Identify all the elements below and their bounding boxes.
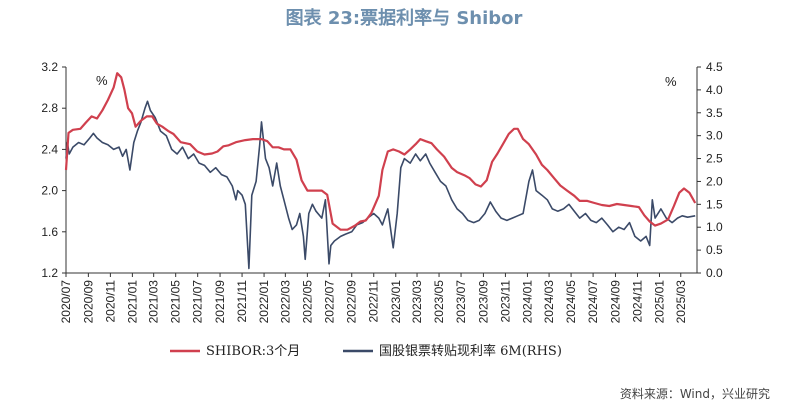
left-tick-label: 1.2: [41, 266, 58, 280]
x-tick-label: 2024/07: [586, 280, 600, 324]
legend-label: 国股银票转贴现利率 6M(RHS): [379, 343, 562, 359]
x-tick-label: 2022/05: [300, 280, 314, 324]
right-tick-label: 2.0: [706, 174, 723, 188]
left-tick-label: 2.8: [41, 101, 58, 115]
right-tick-label: 2.5: [706, 152, 723, 166]
x-tick-label: 2021/11: [235, 280, 249, 323]
right-tick-label: 4.5: [706, 60, 723, 74]
x-tick-label: 2020/07: [59, 280, 73, 324]
x-tick-label: 2022/09: [345, 280, 359, 324]
right-tick-label: 3.5: [706, 106, 723, 120]
left-tick-label: 2.4: [41, 142, 58, 156]
x-tick-label: 2022/03: [278, 280, 292, 324]
x-tick-label: 2022/07: [322, 280, 336, 324]
series-shibor-line: [64, 72, 697, 231]
right-tick-label: 0.0: [706, 266, 723, 280]
x-tick-label: 2021/05: [169, 280, 183, 324]
right-unit-label: %: [665, 74, 677, 89]
x-tick-label: 2024/01: [520, 280, 534, 324]
x-tick-label: 2024/09: [608, 280, 622, 324]
left-tick-label: 1.6: [41, 225, 58, 239]
x-tick-label: 2025/01: [652, 280, 666, 324]
left-tick-label: 2.0: [41, 184, 58, 198]
x-tick-label: 2024/03: [542, 280, 556, 324]
x-tick-label: 2022/01: [257, 280, 271, 324]
x-tick-label: 2023/05: [432, 280, 446, 324]
chart-title: 图表 23:票据利率与 Shibor: [285, 8, 523, 29]
axes-layer: 1.2 1.6 2.0 2.4 2.8 3.2 0.0 0.5 1.0 1.5 2.0 2.5 3.0 3…: [41, 60, 723, 323]
legend: SHIBOR:3个月 国股银票转贴现利率 6M(RHS): [170, 343, 562, 359]
right-tick-label: 3.0: [706, 129, 723, 143]
source-note: 资料来源：Wind，兴业研究: [619, 387, 770, 401]
x-tick-label: 2023/01: [389, 280, 403, 324]
x-tick-label: 2024/05: [564, 280, 578, 324]
x-tick-label: 2020/09: [81, 280, 95, 324]
right-tick-label: 1.5: [706, 197, 723, 211]
right-tick-label: 1.0: [706, 220, 723, 234]
x-tick-label: 2024/11: [630, 280, 644, 323]
left-unit-label: %: [96, 73, 108, 88]
x-tick-label: 2021/03: [147, 280, 161, 324]
right-tick-label: 0.5: [706, 243, 723, 257]
x-tick-label: 2023/09: [476, 280, 490, 324]
x-tick-label: 2023/03: [410, 280, 424, 324]
x-tick-label: 2023/11: [498, 280, 512, 323]
x-tick-label: 2020/11: [103, 280, 117, 323]
series-layer: [64, 72, 697, 270]
x-tick-label: 2021/01: [125, 280, 139, 324]
right-tick-label: 4.0: [706, 83, 723, 97]
x-tick-label: 2023/07: [454, 280, 468, 324]
x-tick-label: 2025/03: [674, 280, 688, 324]
x-tick-label: 2022/11: [367, 280, 381, 323]
left-tick-label: 3.2: [41, 60, 58, 74]
legend-label: SHIBOR:3个月: [206, 344, 300, 359]
x-tick-label: 2021/09: [213, 280, 227, 324]
x-tick-label: 2021/07: [191, 280, 205, 324]
